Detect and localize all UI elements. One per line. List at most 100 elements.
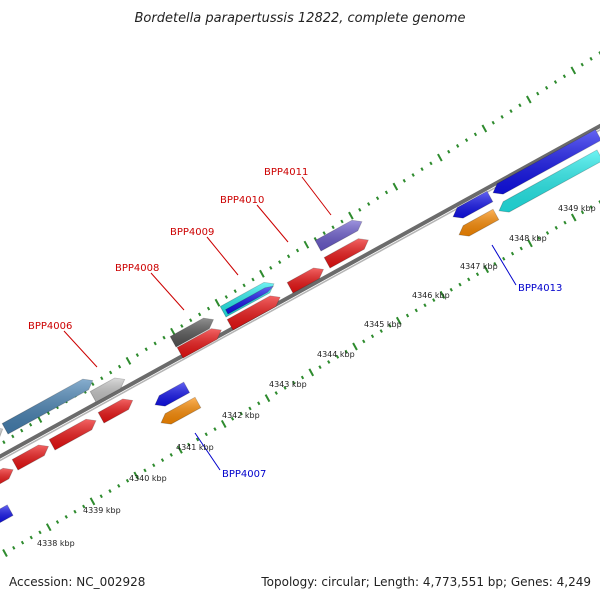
callout-bpp4008 bbox=[150, 272, 185, 311]
outer-scale-tick bbox=[384, 190, 389, 195]
gene-steel-1-shade bbox=[2, 379, 93, 434]
callout-bpp4006 bbox=[63, 330, 98, 368]
inner-scale-tick bbox=[362, 339, 366, 344]
gene-orange-r1-shade bbox=[161, 397, 201, 425]
gene-red-4-shade bbox=[98, 398, 133, 423]
inner-scale-tick bbox=[20, 540, 25, 545]
inner-scale-tick bbox=[204, 432, 208, 437]
inner-scale-tick bbox=[449, 287, 453, 292]
inner-scale-tick bbox=[598, 200, 600, 204]
gene-label-bpp4007[interactable]: BPP4007 bbox=[222, 469, 266, 480]
scale-label-4347: 4347 kbp bbox=[460, 262, 498, 271]
inner-scale-tick bbox=[352, 342, 358, 351]
inner-scale-tick bbox=[439, 290, 446, 299]
outer-scale-tick bbox=[269, 266, 273, 270]
inner-scale-tick bbox=[370, 334, 375, 339]
inner-scale-tick bbox=[82, 504, 86, 509]
outer-scale-tick bbox=[100, 376, 104, 381]
topology-text: Topology: circular; Length: 4,773,551 bp… bbox=[260, 575, 591, 589]
inner-scale-tick bbox=[55, 520, 60, 524]
outer-scale-tick bbox=[295, 248, 300, 253]
inner-scale-tick bbox=[308, 368, 315, 377]
scale-label-4342: 4342 kbp bbox=[222, 411, 260, 420]
outer-scale-tick bbox=[491, 120, 495, 125]
inner-scale-tick bbox=[73, 509, 77, 514]
gene-red-6-shade bbox=[227, 295, 281, 330]
inner-scale-tick bbox=[195, 437, 200, 442]
inner-scale-tick bbox=[143, 468, 147, 473]
outer-scale-tick bbox=[46, 411, 51, 416]
reverse-strand-genes bbox=[0, 129, 600, 524]
inner-scale-tick bbox=[125, 478, 130, 483]
gene-blue-r1-shade bbox=[0, 504, 14, 523]
outer-scale-tick bbox=[286, 254, 291, 259]
outer-scale-tick bbox=[481, 124, 488, 133]
gene-label-bpp4008[interactable]: BPP4008 bbox=[115, 263, 159, 274]
outer-scale-tick bbox=[544, 85, 549, 90]
outer-scale-tick bbox=[11, 434, 15, 439]
inner-scale-tick bbox=[563, 220, 567, 225]
outer-scale-tick bbox=[420, 167, 424, 172]
outer-scale-tick bbox=[500, 115, 504, 119]
inner-scale-tick bbox=[580, 210, 585, 215]
outer-scale-tick bbox=[180, 324, 184, 328]
outer-scale-tick bbox=[117, 364, 122, 369]
outer-scale-tick bbox=[214, 298, 221, 307]
inner-scale-tick bbox=[395, 316, 402, 325]
outer-scale-tick bbox=[447, 149, 451, 154]
callout-bpp4013 bbox=[491, 244, 517, 286]
gene-label-bpp4009[interactable]: BPP4009 bbox=[170, 227, 214, 238]
outer-scale-tick bbox=[233, 289, 237, 294]
scale-label-4344: 4344 kbp bbox=[317, 350, 355, 359]
scale-ticks bbox=[2, 51, 600, 557]
outer-scale-tick bbox=[536, 91, 540, 96]
outer-scale-tick bbox=[242, 283, 246, 288]
gene-label-bpp4013[interactable]: BPP4013 bbox=[518, 283, 562, 294]
outer-scale-tick bbox=[162, 335, 166, 340]
gene-red-7-shade bbox=[287, 268, 324, 293]
inner-scale-tick bbox=[414, 308, 418, 313]
outer-scale-tick bbox=[570, 66, 577, 75]
scale-label-4343: 4343 kbp bbox=[269, 380, 307, 389]
inner-scale-tick bbox=[405, 313, 410, 318]
inner-scale-tick bbox=[502, 256, 506, 261]
outer-scale-tick bbox=[375, 196, 380, 201]
outer-scale-tick bbox=[135, 353, 140, 357]
outer-scale-tick bbox=[259, 269, 265, 278]
scale-label-4348: 4348 kbp bbox=[509, 234, 547, 243]
outer-scale-tick bbox=[91, 382, 95, 386]
gene-lightgray-1-shade bbox=[0, 428, 3, 437]
inner-scale-tick bbox=[220, 419, 227, 428]
gene-blue-r2-shade bbox=[155, 382, 190, 407]
outer-scale-tick bbox=[509, 109, 513, 113]
outer-scale-tick bbox=[224, 295, 228, 299]
gene-blue-r4-shade bbox=[493, 129, 600, 195]
gene-darkgray-1-shade bbox=[170, 318, 214, 347]
inner-scale-tick bbox=[510, 251, 515, 256]
inner-scale-tick bbox=[423, 303, 427, 308]
outer-scale-tick bbox=[598, 51, 600, 55]
inner-scale-tick bbox=[483, 265, 490, 274]
inner-scale-tick bbox=[187, 442, 191, 447]
gene-blue-thin-shade bbox=[225, 286, 274, 314]
callout-bpp4009 bbox=[206, 236, 239, 276]
gene-label-bpp4010[interactable]: BPP4010 bbox=[220, 195, 264, 206]
inner-scale-tick bbox=[38, 530, 42, 535]
outer-scale-tick bbox=[2, 440, 6, 445]
inner-scale-tick bbox=[177, 445, 183, 454]
inner-scale-tick bbox=[248, 406, 252, 411]
outer-scale-tick bbox=[429, 161, 433, 166]
map-title: Bordetella parapertussis 12822, complete… bbox=[135, 11, 466, 26]
gene-label-bpp4006[interactable]: BPP4006 bbox=[28, 321, 72, 332]
outer-scale-tick bbox=[20, 428, 24, 433]
inner-scale-tick bbox=[169, 453, 173, 457]
inner-scale-tick bbox=[493, 262, 497, 266]
inner-scale-tick bbox=[467, 277, 471, 282]
inner-scale-tick bbox=[554, 225, 558, 230]
inner-scale-tick bbox=[29, 535, 33, 540]
inner-scale-tick bbox=[570, 213, 577, 222]
gene-label-bpp4011[interactable]: BPP4011 bbox=[264, 167, 308, 178]
outer-scale-tick bbox=[562, 74, 567, 79]
